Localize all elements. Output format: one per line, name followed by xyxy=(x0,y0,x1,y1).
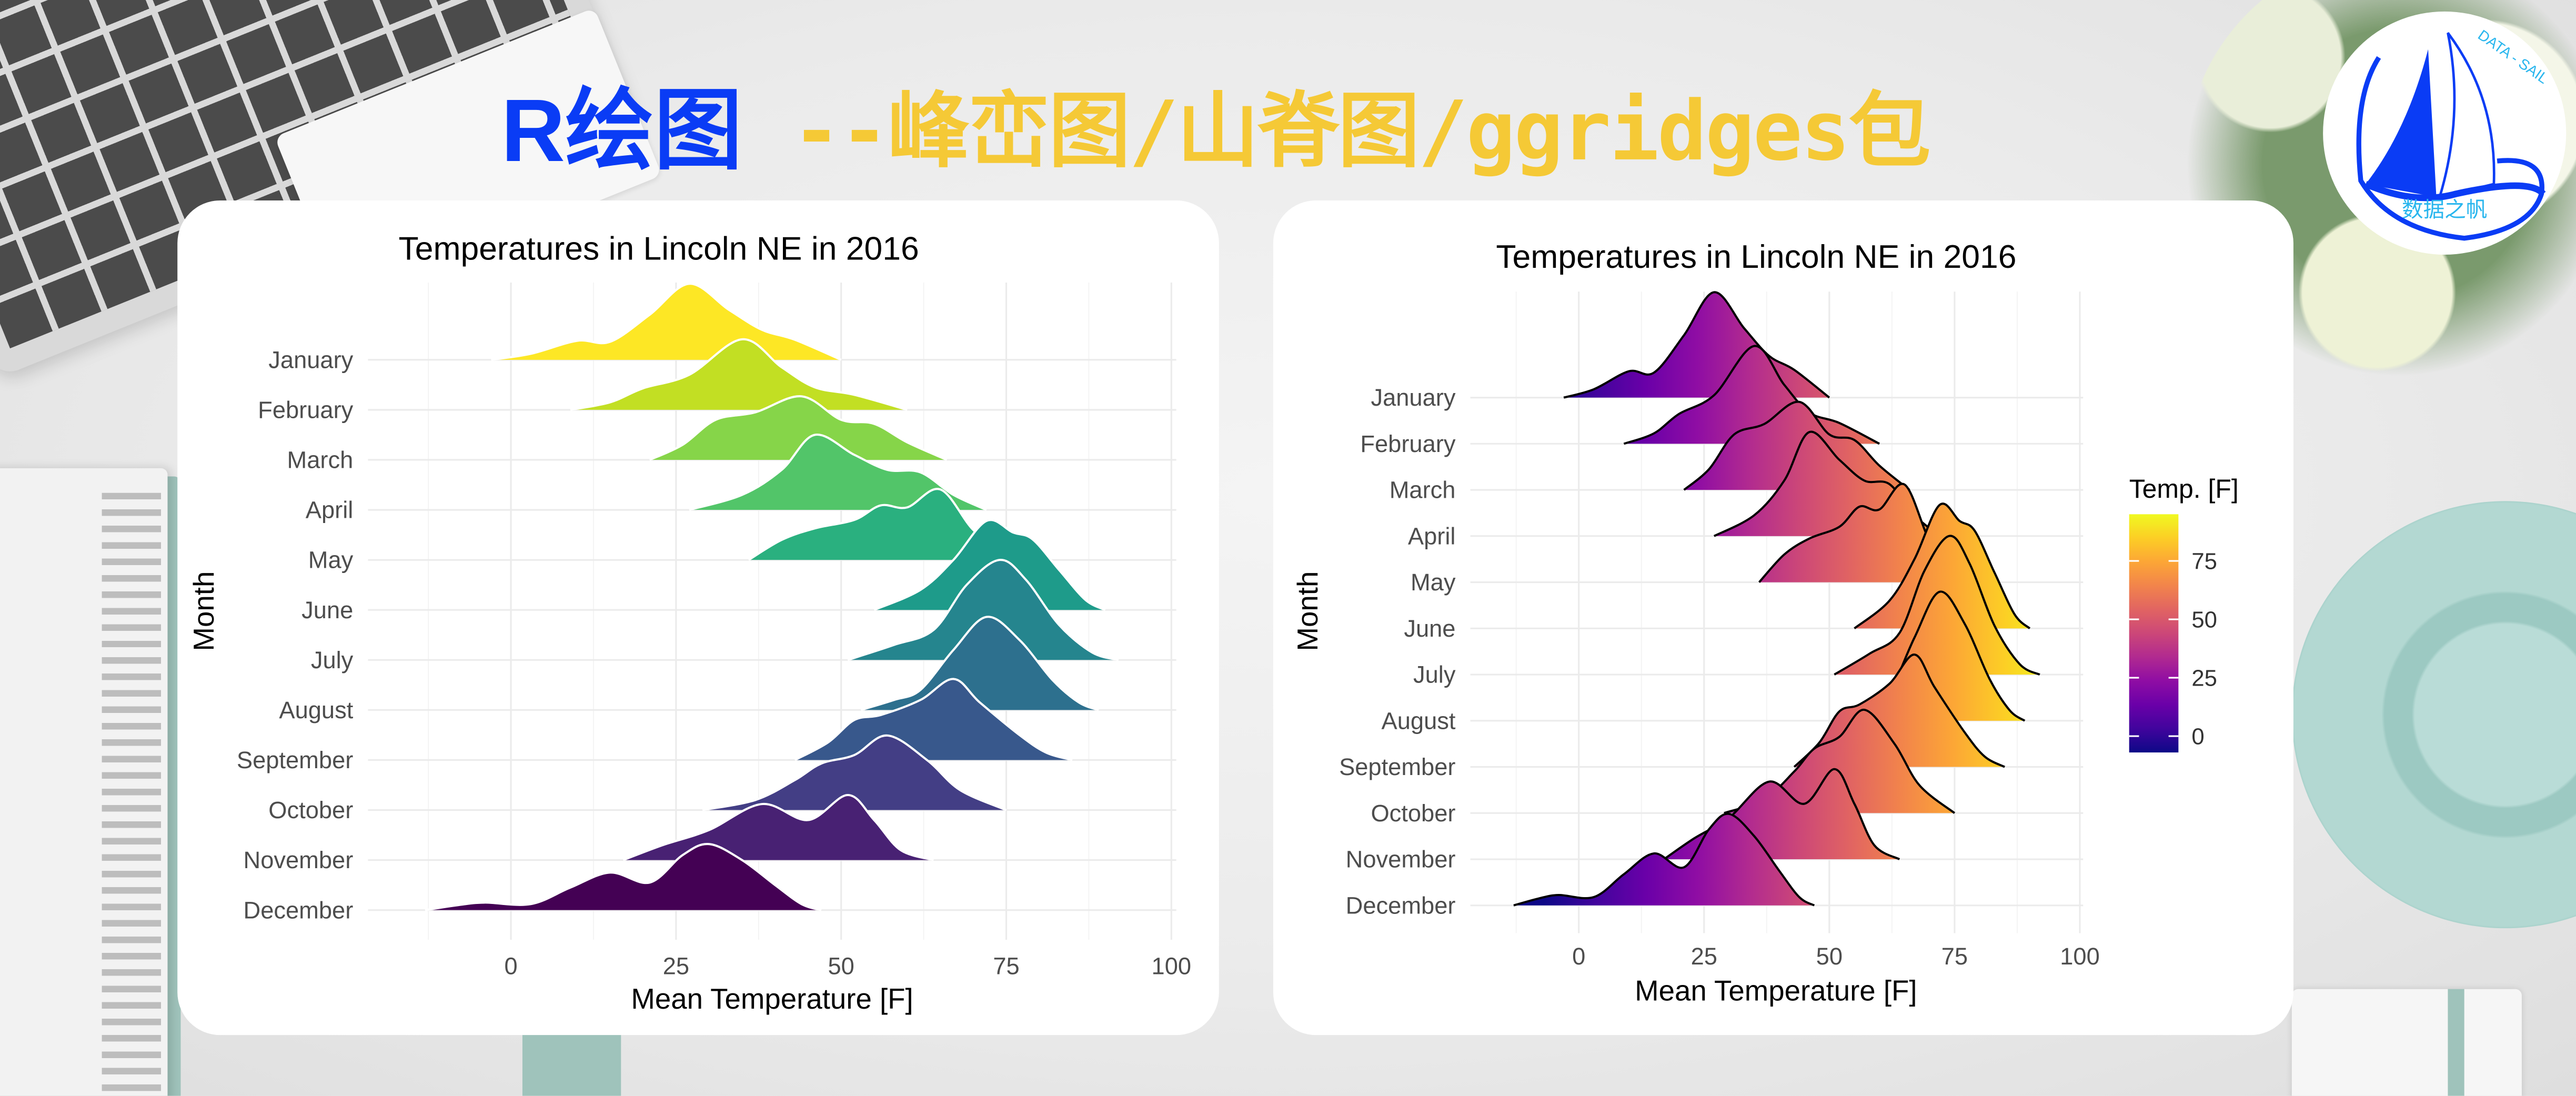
month-label: October xyxy=(1371,800,1455,827)
month-label: April xyxy=(306,497,354,524)
month-label: March xyxy=(1390,477,1456,504)
legend-tick-label: 50 xyxy=(2191,607,2217,633)
month-label: May xyxy=(308,547,354,574)
chart-title: Temperatures in Lincoln NE in 2016 xyxy=(1496,238,2016,275)
ridge-july xyxy=(848,560,1119,660)
month-label: March xyxy=(287,447,354,474)
x-axis-title: Mean Temperature [F] xyxy=(1635,975,1917,1007)
month-label: December xyxy=(1346,892,1456,919)
y-axis-title: Month xyxy=(188,571,220,651)
logo-sail-front xyxy=(2366,49,2437,197)
x-tick-label: 25 xyxy=(663,953,689,980)
month-label: April xyxy=(1408,522,1456,549)
month-label: November xyxy=(1346,846,1456,873)
month-label: May xyxy=(1411,569,1456,596)
month-label: June xyxy=(301,597,353,624)
month-label: October xyxy=(268,797,353,823)
month-label: July xyxy=(311,647,354,673)
notebook-spiral xyxy=(102,492,162,1096)
ridge-february xyxy=(570,339,908,410)
month-label: August xyxy=(279,697,353,723)
month-label: September xyxy=(237,747,353,773)
ridge-december xyxy=(1513,813,1815,906)
x-tick-label: 50 xyxy=(828,953,854,980)
ridge-august xyxy=(861,617,1099,710)
ridge-outline-july xyxy=(1834,535,2040,676)
legend-title: Temp. [F] xyxy=(2129,474,2239,504)
legend-tick-label: 0 xyxy=(2191,724,2204,750)
ridge-outline-december xyxy=(425,843,822,911)
logo-ring xyxy=(2356,56,2544,241)
chart-title: Temperatures in Lincoln NE in 2016 xyxy=(399,230,919,267)
month-label: February xyxy=(1360,430,1455,457)
ridge-october xyxy=(702,735,1007,810)
month-label: January xyxy=(268,346,353,373)
ridge-outline-november xyxy=(622,793,934,861)
month-label: November xyxy=(244,847,354,873)
pen-holder-photo xyxy=(522,1031,621,1096)
ridge-outline-march xyxy=(1683,400,1910,491)
x-tick-label: 100 xyxy=(2060,943,2100,970)
month-label: September xyxy=(1339,753,1455,780)
ridge-outline-january xyxy=(491,283,842,361)
month-label: July xyxy=(1413,661,1456,688)
x-tick-label: 0 xyxy=(504,953,517,980)
x-axis-title: Mean Temperature [F] xyxy=(631,983,913,1015)
ridge-outline-august xyxy=(860,616,1099,711)
ridge-outline-september xyxy=(1793,653,2006,768)
ridge-outline-february xyxy=(570,338,908,411)
ridge-may xyxy=(748,489,1027,560)
ridge-outline-july xyxy=(847,559,1119,661)
legend-colorbar xyxy=(2129,514,2179,753)
ridge-outline-june xyxy=(1854,502,2031,629)
x-tick-label: 100 xyxy=(1152,953,1192,980)
ridge-outline-september xyxy=(794,678,1073,761)
ridge-outline-march xyxy=(649,395,948,461)
ridge-december xyxy=(425,844,822,910)
ridge-august xyxy=(1844,591,2025,721)
ridge-outline-december xyxy=(1513,812,1815,907)
month-label: December xyxy=(244,897,354,923)
month-label: June xyxy=(1404,615,1455,642)
x-tick-label: 75 xyxy=(993,953,1019,980)
notebook-photo-2 xyxy=(2291,989,2522,1096)
notebook-spine xyxy=(2448,989,2464,1096)
ridge-outline-october xyxy=(702,734,1007,811)
x-tick-label: 0 xyxy=(1572,943,1585,970)
ridge-september xyxy=(794,679,1073,760)
month-label: January xyxy=(1371,384,1455,411)
page-title-ggridges: --峰峦图/山脊图/ggridges包 xyxy=(792,84,1931,179)
ridge-outline-june xyxy=(873,519,1106,611)
x-tick-label: 25 xyxy=(1691,943,1717,970)
logo-wave xyxy=(2364,180,2546,202)
ridge-outline-february xyxy=(1623,345,1880,445)
legend-tick-label: 75 xyxy=(2191,549,2217,575)
month-label: February xyxy=(258,397,353,424)
page-title-r: R绘图 xyxy=(501,82,743,181)
logo-text-cn: 数据之帆 xyxy=(2402,197,2487,222)
legend-tick-label: 25 xyxy=(2191,666,2217,691)
y-axis-title: Month xyxy=(1292,571,1324,651)
ridge-outline-january xyxy=(1563,291,1830,399)
x-tick-label: 50 xyxy=(1816,943,1843,970)
ridge-outline-april xyxy=(689,434,987,511)
ridge-april xyxy=(689,434,987,510)
ridge-march xyxy=(649,396,947,460)
x-tick-label: 75 xyxy=(1941,943,1968,970)
month-label: August xyxy=(1382,707,1456,734)
ridge-march xyxy=(1684,401,1910,490)
